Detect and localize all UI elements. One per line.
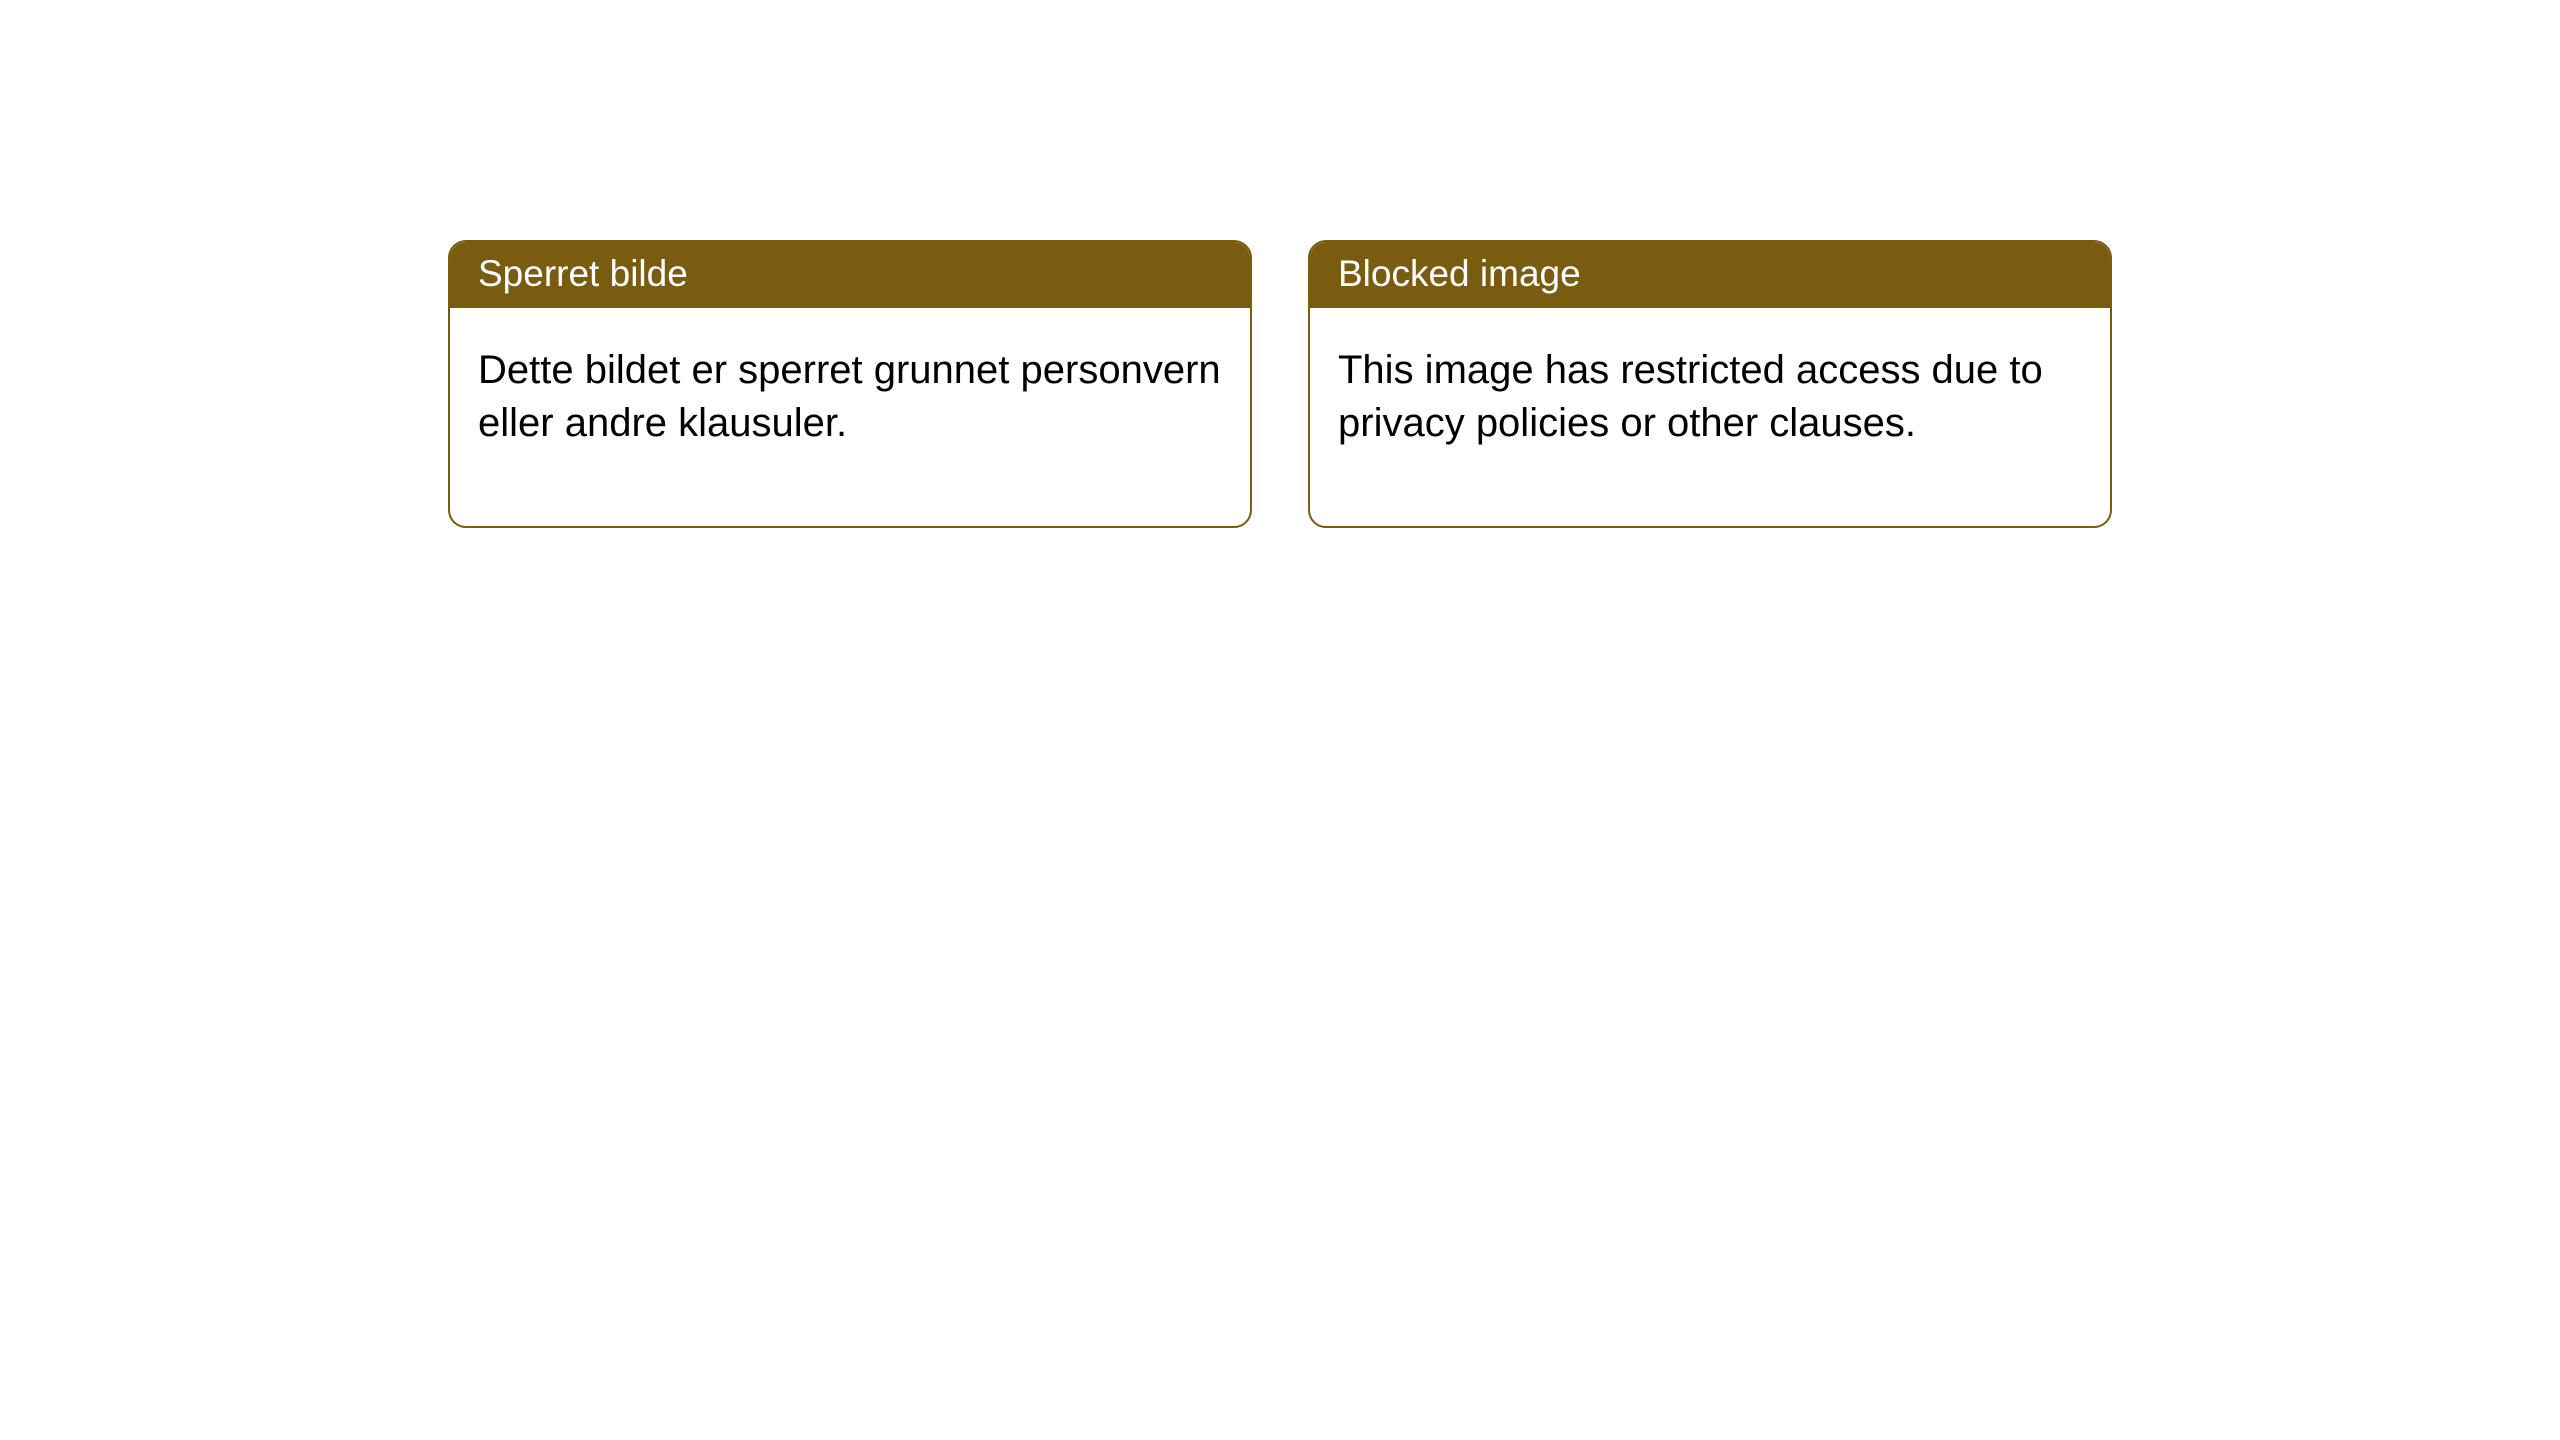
notice-body-en: This image has restricted access due to … xyxy=(1310,308,2110,526)
notice-card-en: Blocked image This image has restricted … xyxy=(1308,240,2112,528)
notice-body-no: Dette bildet er sperret grunnet personve… xyxy=(450,308,1250,526)
notice-container: Sperret bilde Dette bildet er sperret gr… xyxy=(0,0,2560,528)
notice-card-no: Sperret bilde Dette bildet er sperret gr… xyxy=(448,240,1252,528)
notice-header-no: Sperret bilde xyxy=(450,242,1250,308)
notice-header-en: Blocked image xyxy=(1310,242,2110,308)
